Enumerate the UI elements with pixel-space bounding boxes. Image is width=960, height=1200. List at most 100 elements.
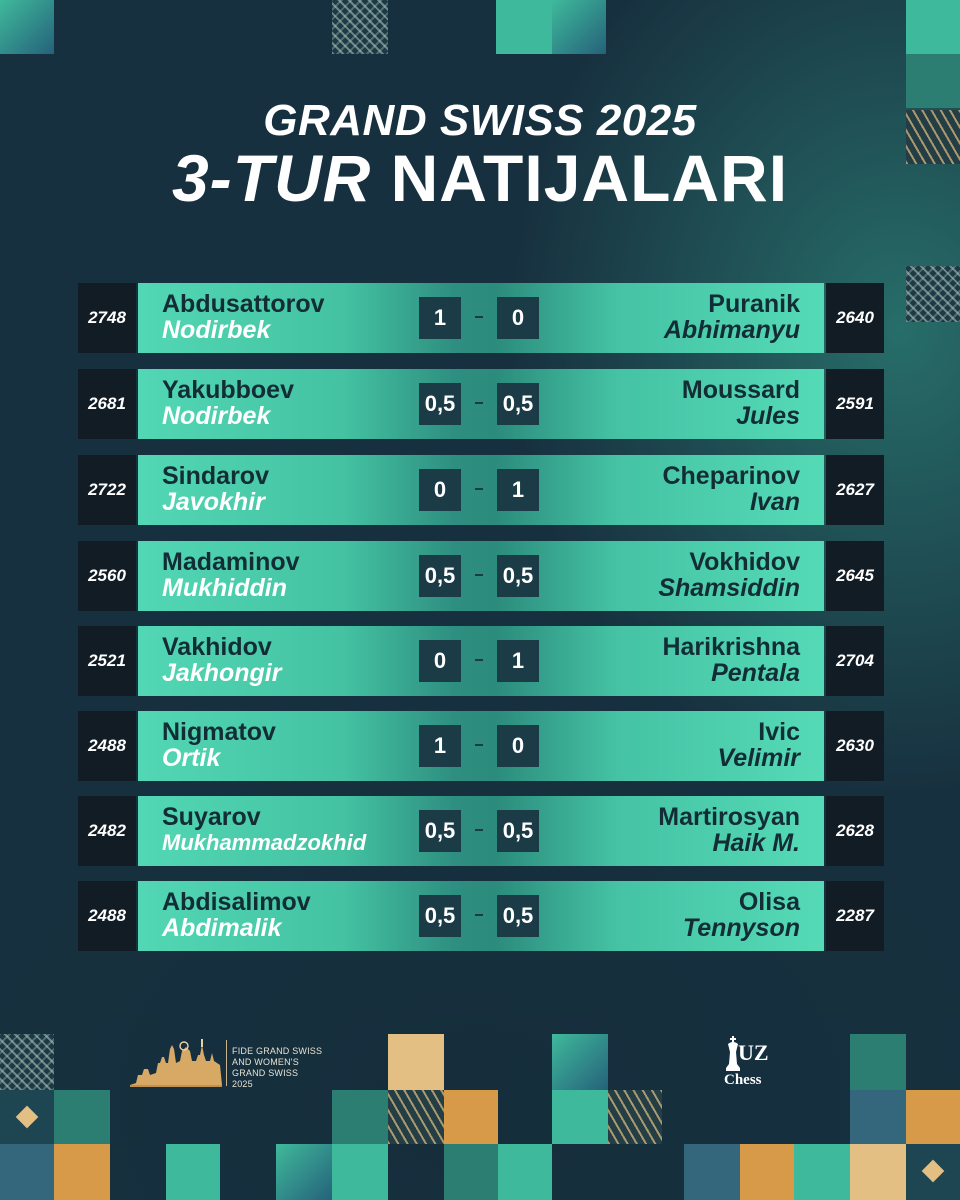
decor-tile <box>906 54 960 108</box>
game-row: 2488 Abdisalimov Abdimalik 0,5 0,5 Olisa… <box>78 881 884 951</box>
right-rating: 2640 <box>826 283 884 353</box>
left-last-name: Vakhidov <box>162 633 272 661</box>
result-bar <box>138 541 824 611</box>
right-last-name: Cheparinov <box>662 462 800 490</box>
decor-tile <box>332 1090 388 1144</box>
left-score: 1 <box>419 297 461 339</box>
title-results: NATIJALARI <box>371 141 789 215</box>
decor-tile <box>54 1090 110 1144</box>
result-bar <box>138 711 824 781</box>
decor-tile <box>496 0 552 54</box>
right-player: Puranik Abhimanyu <box>664 291 800 343</box>
left-player: Sindarov Javokhir <box>162 463 269 515</box>
result-bar <box>138 626 824 696</box>
decor-tile <box>0 1144 54 1200</box>
brand-uz: UZ <box>738 1040 769 1065</box>
left-rating: 2722 <box>78 455 136 525</box>
left-player: Abdisalimov Abdimalik <box>162 889 311 941</box>
left-rating: 2748 <box>78 283 136 353</box>
left-score: 1 <box>419 725 461 767</box>
right-score: 0,5 <box>497 895 539 937</box>
uzchess-logo: UZ Chess <box>722 1034 792 1094</box>
result-bar <box>138 796 824 866</box>
decor-tile <box>740 1144 794 1200</box>
right-player: Martirosyan Haik M. <box>658 804 800 856</box>
decor-tile <box>54 1144 110 1200</box>
decor-tile <box>906 1090 960 1144</box>
right-last-name: Olisa <box>738 888 800 916</box>
decor-tile <box>444 1144 498 1200</box>
left-rating: 2482 <box>78 796 136 866</box>
right-first-name: Tennyson <box>682 914 800 942</box>
game-row: 2748 Abdusattorov Nodirbek 1 0 Puranik A… <box>78 283 884 353</box>
decor-tile <box>850 1144 906 1200</box>
right-first-name: Jules <box>736 402 800 430</box>
decor-tile <box>552 0 606 54</box>
score-separator <box>475 744 483 746</box>
decor-tile <box>684 1144 740 1200</box>
right-first-name: Haik M. <box>712 829 800 857</box>
right-player: Ivic Velimir <box>718 719 800 771</box>
decor-tile <box>166 1144 220 1200</box>
decor-tile <box>332 0 388 54</box>
right-rating: 2645 <box>826 541 884 611</box>
decor-tile <box>794 1144 850 1200</box>
left-first-name: Nodirbek <box>162 402 271 430</box>
fide-skyline-logo <box>130 1039 222 1087</box>
left-player: Madaminov Mukhiddin <box>162 549 300 601</box>
decor-tile <box>332 1144 388 1200</box>
decor-tile <box>552 1090 608 1144</box>
left-rating: 2560 <box>78 541 136 611</box>
game-row: 2488 Nigmatov Ortik 1 0 Ivic Velimir 263… <box>78 711 884 781</box>
left-last-name: Nigmatov <box>162 718 276 746</box>
right-player: Vokhidov Shamsiddin <box>658 549 800 601</box>
left-score: 0,5 <box>419 895 461 937</box>
left-score: 0,5 <box>419 810 461 852</box>
right-last-name: Ivic <box>758 718 800 746</box>
left-player: Vakhidov Jakhongir <box>162 634 281 686</box>
left-score: 0,5 <box>419 383 461 425</box>
right-rating: 2630 <box>826 711 884 781</box>
right-rating: 2627 <box>826 455 884 525</box>
right-player: Olisa Tennyson <box>683 889 800 941</box>
title-round: 3-TUR <box>171 141 372 215</box>
brand-chess: Chess <box>724 1072 762 1088</box>
left-first-name: Javokhir <box>162 488 265 516</box>
left-player: Nigmatov Ortik <box>162 719 276 771</box>
left-last-name: Abdusattorov <box>162 290 325 318</box>
title-line-2: 3-TUR NATIJALARI <box>0 140 960 216</box>
left-rating: 2488 <box>78 711 136 781</box>
right-score: 1 <box>497 640 539 682</box>
left-score: 0 <box>419 640 461 682</box>
right-last-name: Harikrishna <box>662 633 800 661</box>
right-first-name: Pentala <box>711 659 800 687</box>
score-separator <box>475 316 483 318</box>
left-player: Suyarov Mukhammadzokhid <box>162 804 366 856</box>
right-first-name: Shamsiddin <box>658 574 800 602</box>
left-first-name: Nodirbek <box>162 316 271 344</box>
right-first-name: Abhimanyu <box>663 316 800 344</box>
event-logo-text: FIDE GRAND SWISS AND WOMEN'S GRAND SWISS… <box>232 1046 322 1090</box>
game-row: 2681 Yakubboev Nodirbek 0,5 0,5 Moussard… <box>78 369 884 439</box>
decor-tile <box>276 1144 332 1200</box>
score-separator <box>475 488 483 490</box>
game-row: 2482 Suyarov Mukhammadzokhid 0,5 0,5 Mar… <box>78 796 884 866</box>
left-player: Abdusattorov Nodirbek <box>162 291 325 343</box>
decor-tile <box>388 1034 444 1090</box>
right-score: 1 <box>497 469 539 511</box>
right-score: 0,5 <box>497 383 539 425</box>
game-row: 2560 Madaminov Mukhiddin 0,5 0,5 Vokhido… <box>78 541 884 611</box>
decor-tile <box>444 1090 498 1144</box>
left-last-name: Madaminov <box>162 548 300 576</box>
game-row: 2722 Sindarov Javokhir 0 1 Cheparinov Iv… <box>78 455 884 525</box>
decor-tile <box>906 110 960 164</box>
left-score: 0 <box>419 469 461 511</box>
decor-tile <box>388 1090 444 1144</box>
right-rating: 2704 <box>826 626 884 696</box>
right-rating: 2287 <box>826 881 884 951</box>
decor-tile <box>850 1034 906 1090</box>
right-last-name: Vokhidov <box>689 548 800 576</box>
result-bar <box>138 283 824 353</box>
left-first-name: Jakhongir <box>162 659 282 687</box>
